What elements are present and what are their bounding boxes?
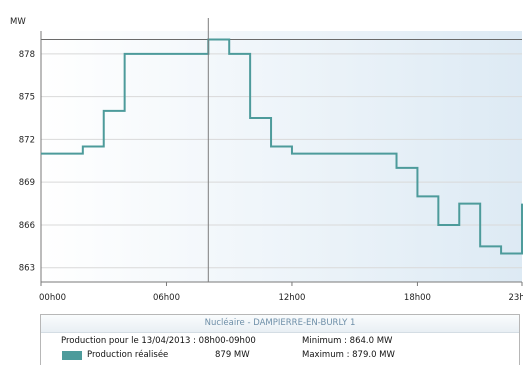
- info-row-date: Production pour le 13/04/2013 : 08h00-09…: [41, 336, 519, 348]
- y-tick-label: 869: [19, 178, 35, 188]
- legend-label: Production réalisée: [87, 350, 169, 360]
- plot-background: [41, 31, 522, 282]
- x-tick-label: 06h00: [153, 293, 180, 303]
- y-tick-label: 872: [19, 135, 35, 145]
- legend-swatch: [62, 351, 82, 360]
- x-tick-label: 23h00: [508, 293, 523, 303]
- y-axis-unit: MW: [10, 17, 26, 27]
- minimum-text: Minimum : 864.0 MW: [302, 336, 393, 346]
- series-line-production: [41, 38, 523, 255]
- production-chart: MW 863 866 869 872 875 878 00h00 06h00 12h00 18h00…: [10, 17, 523, 303]
- current-value-text: 879 MW: [215, 350, 250, 360]
- maximum-text: Maximum : 879.0 MW: [302, 350, 395, 360]
- info-title: Nucléaire - DAMPIERRE-EN-BURLY 1: [41, 315, 519, 333]
- y-tick-label: 863: [19, 264, 35, 274]
- y-tick-label: 875: [19, 93, 35, 103]
- x-tick-label: 18h00: [404, 293, 431, 303]
- x-tick-label: 12h00: [278, 293, 305, 303]
- production-date-text: Production pour le 13/04/2013 : 08h00-09…: [61, 336, 256, 346]
- info-row-value: Production réalisée 879 MW Maximum : 879…: [41, 350, 519, 362]
- y-tick-label: 878: [19, 50, 35, 60]
- info-panel: Nucléaire - DAMPIERRE-EN-BURLY 1 Product…: [40, 314, 520, 365]
- y-tick-label: 866: [19, 221, 35, 231]
- x-tick-label: 00h00: [39, 293, 66, 303]
- chart-svg: MW 863 866 869 872 875 878 00h00 06h00 12h00 18h00…: [10, 17, 523, 303]
